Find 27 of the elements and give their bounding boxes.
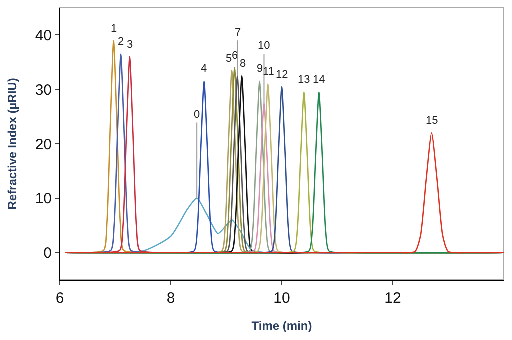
y-tick-label: 0 [44, 245, 52, 262]
annotation: 13 [298, 74, 310, 86]
annotation: 7 [235, 27, 242, 39]
annotation: 10 [258, 40, 270, 52]
annotation: 6 [232, 50, 238, 62]
annotation: 0 [194, 109, 200, 121]
x-tick-label: 12 [384, 290, 402, 307]
annotation: 8 [240, 58, 246, 70]
annotation: 2 [118, 36, 124, 48]
x-tick-label: 6 [56, 290, 64, 307]
y-tick-label: 10 [35, 190, 52, 208]
annotation: 1 [111, 23, 118, 35]
annotation: 15 [426, 115, 438, 127]
annotation: 5 [226, 53, 232, 65]
annotation: 14 [313, 74, 326, 86]
y-axis-title: Refractive Index (µRIU) [6, 78, 20, 210]
x-tick-label: 10 [274, 290, 290, 307]
x-tick-label: 8 [166, 290, 176, 307]
annotation: 4 [201, 63, 208, 75]
annotation: 3 [127, 39, 134, 51]
y-tick-label: 40 [35, 27, 52, 44]
x-axis-title: Time (min) [252, 318, 312, 333]
annotation: 9 [257, 63, 264, 75]
y-tick-label: 30 [35, 82, 52, 99]
annotation: 11 [263, 66, 274, 78]
annotation: 12 [276, 69, 288, 81]
y-tick-label: 20 [35, 136, 52, 154]
